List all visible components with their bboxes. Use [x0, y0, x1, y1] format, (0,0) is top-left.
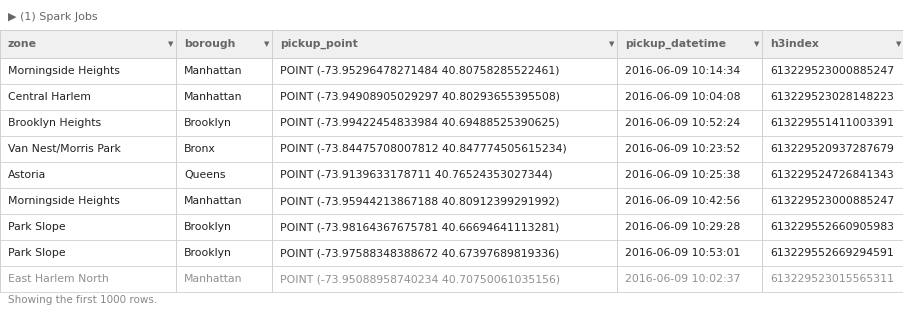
Text: East Harlem North: East Harlem North	[8, 274, 108, 284]
Text: POINT (-73.94908905029297 40.80293655395508): POINT (-73.94908905029297 40.80293655395…	[280, 92, 559, 102]
Text: Manhattan: Manhattan	[184, 196, 242, 206]
Text: Central Harlem: Central Harlem	[8, 92, 91, 102]
Bar	[0, 214, 903, 240]
Text: POINT (-73.97588348388672 40.67397689819336): POINT (-73.97588348388672 40.67397689819…	[280, 248, 559, 258]
Text: Queens: Queens	[184, 170, 225, 180]
Text: 613229552669294591: 613229552669294591	[769, 248, 893, 258]
Text: 2016-06-09 10:29:28: 2016-06-09 10:29:28	[624, 222, 740, 232]
Text: 613229551411003391: 613229551411003391	[769, 118, 893, 128]
Bar	[0, 58, 903, 84]
Text: Manhattan: Manhattan	[184, 274, 242, 284]
Bar	[0, 136, 903, 162]
Text: POINT (-73.9139633178711 40.76524353027344): POINT (-73.9139633178711 40.765243530273…	[280, 170, 552, 180]
Text: Brooklyn: Brooklyn	[184, 222, 231, 232]
Text: 2016-06-09 10:53:01: 2016-06-09 10:53:01	[624, 248, 740, 258]
Text: POINT (-73.99422454833984 40.69488525390625): POINT (-73.99422454833984 40.69488525390…	[280, 118, 559, 128]
Bar	[0, 162, 903, 188]
Bar	[0, 240, 903, 266]
Text: 613229520937287679: 613229520937287679	[769, 144, 893, 154]
Text: 613229523000885247: 613229523000885247	[769, 196, 893, 206]
Text: ▼: ▼	[168, 41, 173, 47]
Text: POINT (-73.95296478271484 40.80758285522461): POINT (-73.95296478271484 40.80758285522…	[280, 66, 559, 76]
Text: POINT (-73.84475708007812 40.847774505615234): POINT (-73.84475708007812 40.84777450561…	[280, 144, 566, 154]
Text: Morningside Heights: Morningside Heights	[8, 196, 120, 206]
Text: pickup_point: pickup_point	[280, 39, 358, 49]
Text: ▼: ▼	[609, 41, 614, 47]
Text: 2016-06-09 10:02:37: 2016-06-09 10:02:37	[624, 274, 740, 284]
Text: Astoria: Astoria	[8, 170, 46, 180]
Text: Bronx: Bronx	[184, 144, 216, 154]
Text: Manhattan: Manhattan	[184, 66, 242, 76]
Text: ▶ (1) Spark Jobs: ▶ (1) Spark Jobs	[8, 12, 98, 23]
Text: 2016-06-09 10:14:34: 2016-06-09 10:14:34	[624, 66, 740, 76]
Text: Manhattan: Manhattan	[184, 92, 242, 102]
Bar	[0, 266, 903, 292]
Text: Van Nest/Morris Park: Van Nest/Morris Park	[8, 144, 121, 154]
Text: ▼: ▼	[264, 41, 269, 47]
Bar	[0, 110, 903, 136]
Text: 2016-06-09 10:04:08: 2016-06-09 10:04:08	[624, 92, 740, 102]
Text: 2016-06-09 10:52:24: 2016-06-09 10:52:24	[624, 118, 740, 128]
Text: h3index: h3index	[769, 39, 818, 49]
Bar	[0, 188, 903, 214]
Text: 613229523000885247: 613229523000885247	[769, 66, 893, 76]
Text: pickup_datetime: pickup_datetime	[624, 39, 725, 49]
Bar	[0, 84, 903, 110]
Text: Brooklyn: Brooklyn	[184, 118, 231, 128]
Text: ▼: ▼	[895, 41, 900, 47]
Text: 613229552660905983: 613229552660905983	[769, 222, 893, 232]
Text: borough: borough	[184, 39, 235, 49]
Text: Brooklyn: Brooklyn	[184, 248, 231, 258]
Text: POINT (-73.95088958740234 40.70750061035156): POINT (-73.95088958740234 40.70750061035…	[280, 274, 560, 284]
Text: 613229523015565311: 613229523015565311	[769, 274, 893, 284]
Text: 613229523028148223: 613229523028148223	[769, 92, 893, 102]
Text: Park Slope: Park Slope	[8, 248, 66, 258]
Text: zone: zone	[8, 39, 37, 49]
Text: POINT (-73.98164367675781 40.66694641113281): POINT (-73.98164367675781 40.66694641113…	[280, 222, 559, 232]
Text: 2016-06-09 10:25:38: 2016-06-09 10:25:38	[624, 170, 740, 180]
Text: Brooklyn Heights: Brooklyn Heights	[8, 118, 101, 128]
Text: Morningside Heights: Morningside Heights	[8, 66, 120, 76]
Text: 613229524726841343: 613229524726841343	[769, 170, 893, 180]
Text: 2016-06-09 10:42:56: 2016-06-09 10:42:56	[624, 196, 740, 206]
Text: POINT (-73.95944213867188 40.80912399291992): POINT (-73.95944213867188 40.80912399291…	[280, 196, 559, 206]
Text: Showing the first 1000 rows.: Showing the first 1000 rows.	[8, 295, 157, 305]
Text: Park Slope: Park Slope	[8, 222, 66, 232]
Bar	[0, 30, 903, 58]
Text: ▼: ▼	[753, 41, 759, 47]
Text: 2016-06-09 10:23:52: 2016-06-09 10:23:52	[624, 144, 740, 154]
